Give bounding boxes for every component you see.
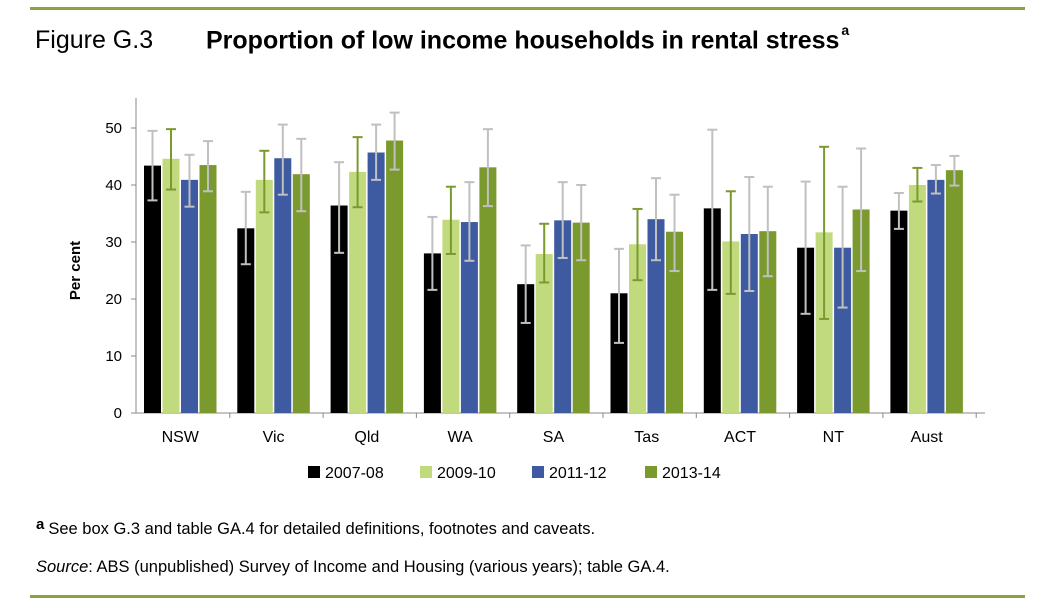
x-tick-label-Qld: Qld: [354, 429, 379, 446]
footnote: a See box G.3 and table GA.4 for detailed…: [36, 516, 596, 539]
footnote-marker: a: [36, 516, 45, 533]
bar-2009-10-WA: [442, 219, 460, 413]
legend-swatch-2009-10: [420, 466, 432, 478]
bar-2011-12-ACT: [740, 234, 758, 413]
bar-2009-10-NT: [815, 232, 833, 413]
bar-2007-08-Aust: [890, 210, 908, 413]
x-tick-label-ACT: ACT: [724, 429, 756, 446]
y-tick-label: 10: [105, 348, 122, 365]
footnote-text: See box G.3 and table GA.4 for detailed …: [48, 520, 596, 538]
bar-2007-08-Vic: [237, 228, 255, 413]
y-tick-label: 0: [114, 405, 122, 422]
source-note: Source: ABS (unpublished) Survey of Inco…: [36, 558, 670, 577]
y-axis-title: Per cent: [67, 241, 84, 300]
x-tick-label-WA: WA: [448, 429, 474, 446]
chart-error-bars: [147, 111, 960, 344]
bar-2011-12-SA: [554, 220, 572, 413]
x-tick-label-Aust: Aust: [911, 429, 944, 446]
bar-2013-14-NT: [852, 209, 870, 413]
legend-label-2011-12: 2011-12: [549, 465, 607, 482]
legend-swatch-2011-12: [532, 466, 544, 478]
x-tick-label-SA: SA: [543, 429, 565, 446]
bar-2007-08-ACT: [703, 208, 721, 413]
bar-2009-10-Vic: [255, 179, 273, 413]
bottom-rule: [30, 595, 1025, 598]
bar-2007-08-SA: [517, 284, 535, 413]
bar-2013-14-Qld: [386, 140, 404, 414]
bar-2009-10-SA: [535, 253, 553, 413]
chart-bars: [144, 140, 963, 414]
bar-2013-14-Aust: [945, 170, 963, 413]
bar-2013-14-SA: [572, 222, 590, 413]
bar-2013-14-Tas: [666, 231, 683, 413]
bar-2009-10-NSW: [162, 158, 180, 413]
bar-2007-08-Tas: [610, 293, 628, 413]
bar-2013-14-Vic: [292, 174, 310, 413]
y-tick-label: 40: [105, 177, 122, 194]
bar-2011-12-WA: [460, 222, 478, 413]
legend-label-2009-10: 2009-10: [437, 465, 496, 482]
y-tick-label: 20: [105, 291, 122, 308]
legend-swatch-2007-08: [308, 466, 320, 478]
bar-2011-12-Vic: [274, 158, 292, 413]
y-tick-label: 30: [105, 234, 122, 251]
bar-2009-10-Qld: [349, 171, 367, 413]
figure-title-superscript: a: [841, 22, 850, 38]
legend-label-2007-08: 2007-08: [325, 465, 384, 482]
bar-2007-08-NSW: [144, 165, 161, 413]
bar-2011-12-NSW: [181, 179, 198, 413]
bar-2009-10-ACT: [722, 241, 740, 413]
figure-header: Figure G.3 Proportion of low income hous…: [35, 22, 1019, 60]
bar-2007-08-Qld: [330, 205, 348, 413]
bar-2011-12-Tas: [647, 219, 665, 413]
bar-2013-14-NSW: [199, 165, 217, 413]
chart-legend: 2007-08 2009-10 2011-12 2013-14: [308, 465, 721, 482]
bar-2011-12-NT: [834, 247, 852, 413]
legend-label-2013-14: 2013-14: [662, 465, 721, 482]
x-tick-label-Vic: Vic: [263, 429, 285, 446]
figure-number: Figure G.3: [35, 26, 154, 54]
source-label: Source: [36, 558, 89, 576]
y-tick-label: 50: [105, 120, 122, 137]
bar-2007-08-NT: [797, 247, 815, 413]
bar-2007-08-WA: [423, 253, 441, 413]
figure-title: Proportion of low income households in r…: [206, 22, 849, 55]
x-tick-label-NSW: NSW: [162, 429, 200, 446]
chart-labels: 0 10 20 30 40 50 Per cent NSW Vic Qld WA SA Tas ACT NT…: [67, 120, 943, 446]
source-text: : ABS (unpublished) Survey of Income and…: [88, 558, 670, 576]
legend-swatch-2013-14: [645, 466, 657, 478]
x-tick-label-Tas: Tas: [634, 429, 659, 446]
bar-2011-12-Aust: [927, 179, 945, 413]
bar-2009-10-Tas: [629, 244, 646, 413]
x-tick-label-NT: NT: [823, 429, 845, 446]
figure-title-text: Proportion of low income households in r…: [206, 26, 840, 55]
bar-2009-10-Aust: [908, 185, 926, 413]
top-rule: [30, 7, 1025, 10]
bar-2011-12-Qld: [367, 152, 385, 413]
bar-2013-14-WA: [479, 167, 497, 413]
